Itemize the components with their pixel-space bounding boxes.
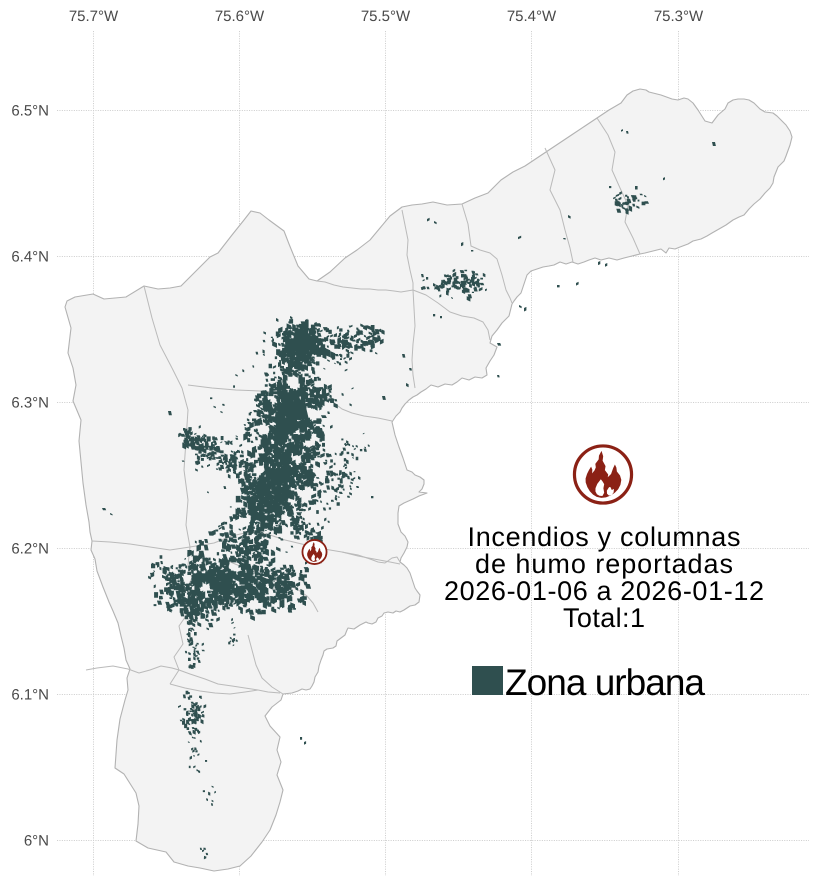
svg-text:de humo reportadas: de humo reportadas — [475, 549, 733, 579]
svg-text:6.3°N: 6.3°N — [11, 395, 49, 412]
svg-text:6.4°N: 6.4°N — [11, 249, 49, 266]
svg-text:6.1°N: 6.1°N — [11, 687, 49, 704]
svg-text:75.4°W: 75.4°W — [507, 8, 557, 25]
svg-text:6.2°N: 6.2°N — [11, 541, 49, 558]
svg-text:Incendios y columnas: Incendios y columnas — [468, 522, 741, 552]
svg-text:6°N: 6°N — [24, 833, 49, 850]
svg-text:Total:1: Total:1 — [563, 603, 645, 633]
svg-text:2026-01-06 a 2026-01-12: 2026-01-06 a 2026-01-12 — [444, 576, 764, 606]
svg-text:75.7°W: 75.7°W — [69, 8, 119, 25]
svg-text:75.6°W: 75.6°W — [215, 8, 265, 25]
svg-text:75.3°W: 75.3°W — [654, 8, 704, 25]
svg-text:Zona urbana: Zona urbana — [505, 662, 705, 703]
svg-text:75.5°W: 75.5°W — [361, 8, 411, 25]
svg-text:6.5°N: 6.5°N — [11, 103, 49, 120]
